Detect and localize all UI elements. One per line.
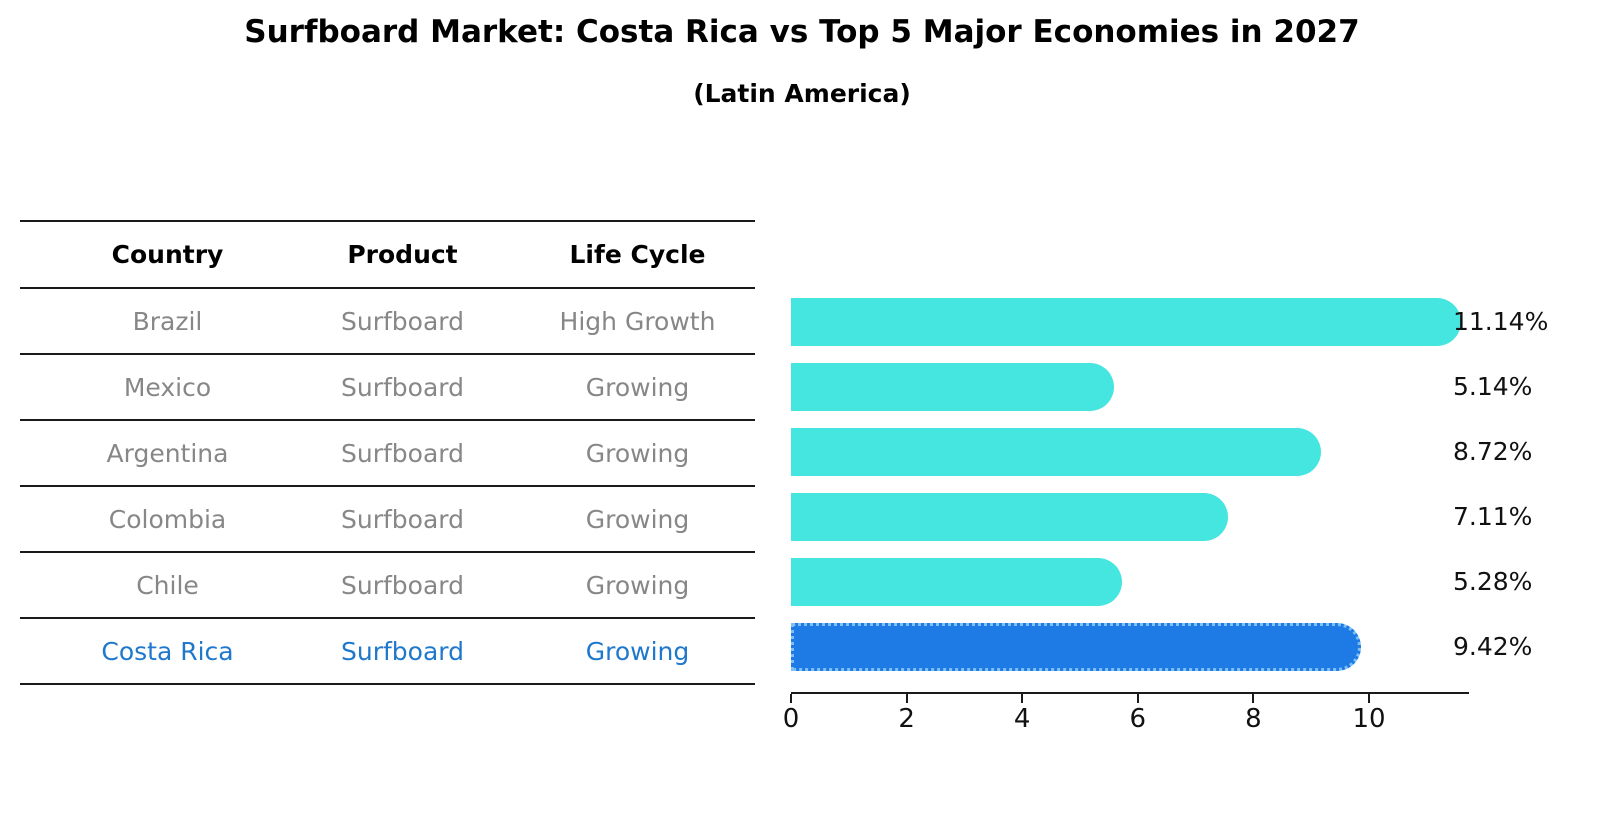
x-axis-tick <box>905 694 908 703</box>
cell-life-cycle: High Growth <box>559 306 716 336</box>
cell-country: Chile <box>136 570 199 600</box>
table-row: Colombia Surfboard Growing <box>20 487 755 553</box>
table-row: Costa Rica Surfboard Growing <box>20 619 755 685</box>
cell-country: Mexico <box>123 372 212 402</box>
cell-country: Costa Rica <box>101 636 234 666</box>
x-axis-tick-label: 6 <box>1129 704 1147 734</box>
table-header-row: Country Product Life Cycle <box>20 220 755 289</box>
bar-chart: 11.14% 5.14% 8.72% 7.11% 5.28% 9.42% 0 2 4 6 8 10 <box>783 298 1601 778</box>
chart-subtitle: (Latin America) <box>693 79 911 108</box>
cell-product: Surfboard <box>341 636 464 666</box>
country-table: Country Product Life Cycle Brazil Surfboa… <box>20 220 755 685</box>
cell-life-cycle: Growing <box>585 504 690 534</box>
x-axis-tick <box>790 694 792 703</box>
bar-value-label: 7.11% <box>1453 502 1533 531</box>
cell-product: Surfboard <box>341 504 464 534</box>
cell-life-cycle: Growing <box>585 570 690 600</box>
bar-value-label: 11.14% <box>1453 307 1549 336</box>
bar-mexico <box>791 363 1114 411</box>
cell-life-cycle: Growing <box>585 438 690 468</box>
bar-costa-rica <box>791 623 1361 671</box>
x-axis-tick-label: 0 <box>782 704 800 734</box>
cell-product: Surfboard <box>341 372 464 402</box>
x-axis-tick <box>1368 694 1370 703</box>
x-axis-line <box>791 692 1469 694</box>
table-row: Mexico Surfboard Growing <box>20 355 755 421</box>
cell-country: Colombia <box>108 504 227 534</box>
x-axis-tick-label: 4 <box>1013 704 1031 734</box>
column-header-country: Country <box>111 240 224 269</box>
column-header-life-cycle: Life Cycle <box>569 240 706 269</box>
bar-brazil <box>791 298 1461 346</box>
bar-value-label: 5.28% <box>1453 567 1533 596</box>
column-header-product: Product <box>347 240 458 269</box>
cell-country: Brazil <box>132 306 203 336</box>
table-row: Chile Surfboard Growing <box>20 553 755 619</box>
cell-product: Surfboard <box>341 306 464 336</box>
table-body: Brazil Surfboard High Growth Mexico Surfboar… <box>20 289 755 685</box>
chart-title: Surfboard Market: Costa Rica vs Top 5 Ma… <box>244 14 1360 50</box>
x-axis-tick-label: 10 <box>1352 704 1386 734</box>
x-axis-tick <box>1021 694 1024 703</box>
cell-product: Surfboard <box>341 438 464 468</box>
bar-chile <box>791 558 1122 606</box>
table-row: Argentina Surfboard Growing <box>20 421 755 487</box>
cell-product: Surfboard <box>341 570 464 600</box>
cell-country: Argentina <box>106 438 229 468</box>
bar-value-label: 5.14% <box>1453 372 1533 401</box>
bar-colombia <box>791 493 1228 541</box>
cell-life-cycle: Growing <box>585 372 690 402</box>
cell-life-cycle: Growing <box>585 636 690 666</box>
x-axis-tick <box>1252 694 1255 703</box>
x-axis-tick-label: 2 <box>898 704 915 734</box>
bar-value-label: 8.72% <box>1453 437 1533 466</box>
bar-value-label: 9.42% <box>1453 632 1533 661</box>
bar-argentina <box>791 428 1321 476</box>
table-row: Brazil Surfboard High Growth <box>20 289 755 355</box>
x-axis-tick-label: 8 <box>1245 704 1262 734</box>
x-axis-tick <box>1136 694 1139 703</box>
